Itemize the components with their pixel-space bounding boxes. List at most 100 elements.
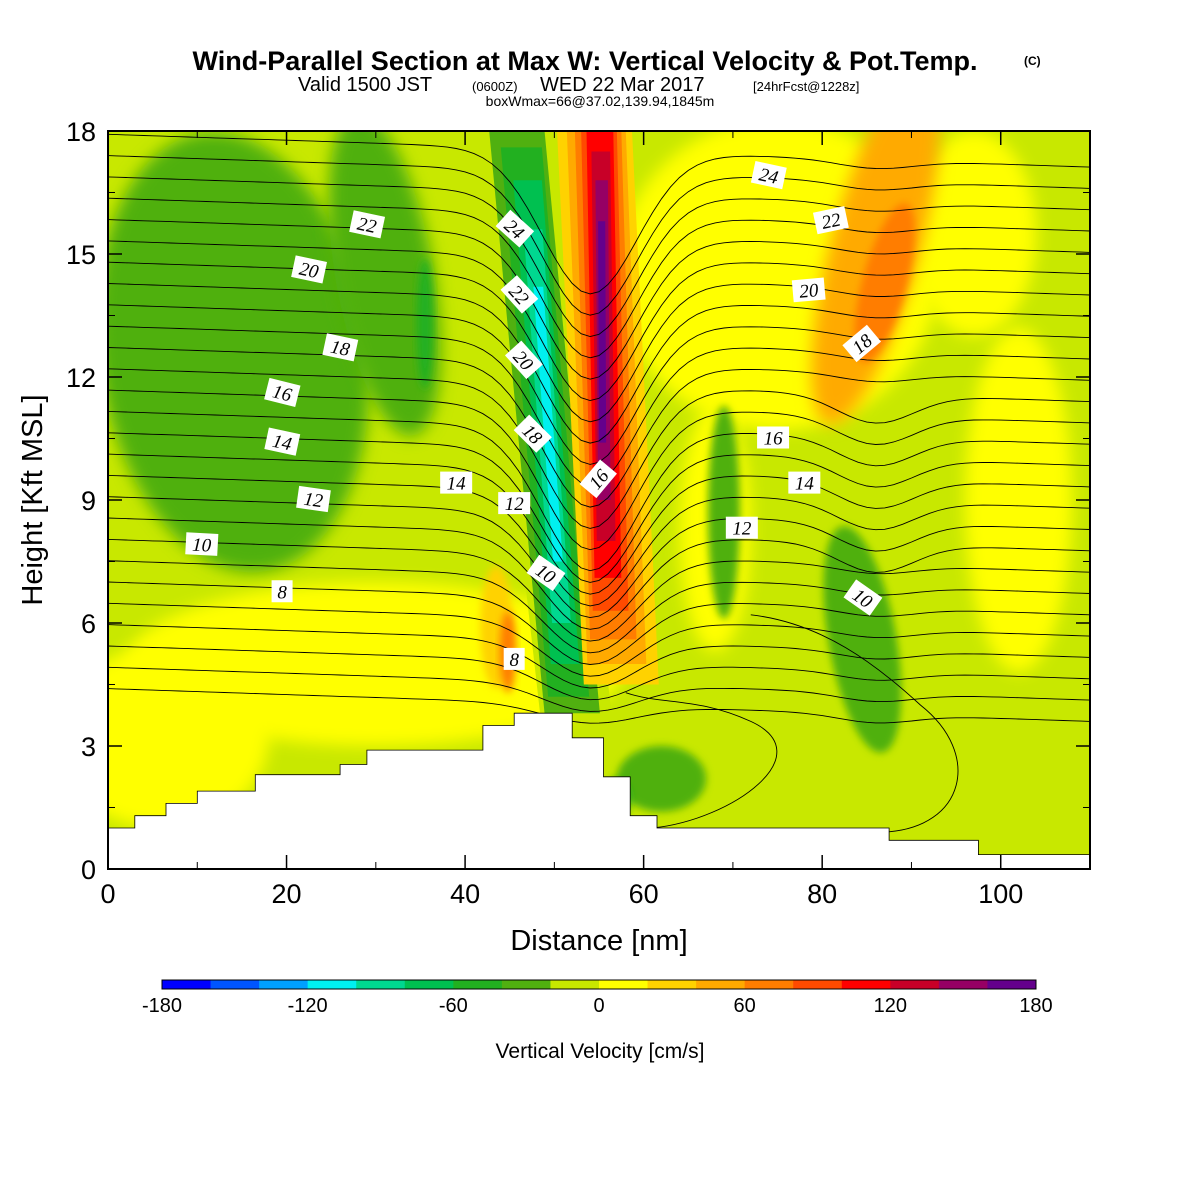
contour-label-box xyxy=(296,485,331,513)
plot-area: 2422201816141210822201816141210824222018… xyxy=(108,131,1090,869)
theta-contour-label: 24 xyxy=(750,161,787,190)
y-tick-label: 6 xyxy=(81,609,96,639)
theta-contour-line xyxy=(108,496,1090,619)
colorbar-tick-label: -120 xyxy=(288,995,328,1017)
theta-contour-label: 14 xyxy=(264,427,301,456)
contour-label-box xyxy=(579,459,617,499)
theta-contour-line xyxy=(108,176,1090,337)
theta-contour-label: 14 xyxy=(440,471,473,495)
theta-contour-line xyxy=(108,453,1090,595)
contour-label-text: 24 xyxy=(757,164,780,189)
theta-contour-label: 18 xyxy=(322,333,359,362)
theta-contour-label: 12 xyxy=(296,485,331,513)
theta-contour-line xyxy=(108,133,1090,295)
x-tick-label: 60 xyxy=(629,879,659,909)
contour-label-box xyxy=(812,206,849,235)
colorbar-frame xyxy=(161,979,1037,990)
w-zone xyxy=(823,526,902,753)
contour-label-text: 20 xyxy=(798,280,819,303)
contour-label-text: 20 xyxy=(297,259,320,284)
x-tick-label: 0 xyxy=(100,879,115,909)
contour-label-box xyxy=(503,647,525,670)
colorbar-swatch xyxy=(647,980,697,989)
theta-contour-labels: 2422201816141210822201816141210824222018… xyxy=(185,161,883,671)
contour-label-box xyxy=(504,340,543,380)
title-block: Wind-Parallel Section at Max W: Vertical… xyxy=(193,46,1041,109)
colorbar-swatch xyxy=(938,980,988,989)
colorbar-tick-label: -180 xyxy=(142,995,182,1017)
theta-contour-line xyxy=(108,261,1090,423)
y-tick-label: 15 xyxy=(66,240,96,270)
contour-label-text: 22 xyxy=(820,209,843,234)
y-tick-label: 0 xyxy=(81,855,96,885)
theta-contour-line xyxy=(108,560,1090,654)
theta-contour-line xyxy=(108,666,1090,712)
colorbar-swatch xyxy=(599,980,649,989)
contour-label-text: 14 xyxy=(795,474,815,495)
contour-label-box xyxy=(291,255,328,284)
x-tick-label: 20 xyxy=(272,879,302,909)
contour-label-box xyxy=(498,492,531,515)
contour-label-text: 18 xyxy=(329,337,352,362)
theta-contour-line xyxy=(108,474,1090,607)
contour-label-box xyxy=(842,324,882,363)
contour-label-text: 14 xyxy=(271,431,294,456)
contour-label-box xyxy=(495,209,535,248)
theta-contour-line xyxy=(108,283,1090,444)
contour-label-box xyxy=(500,275,539,314)
valid-time-date: WED 22 Mar 2017 xyxy=(540,74,705,96)
theta-contour-label: 16 xyxy=(757,426,790,450)
colorbar xyxy=(161,979,1037,990)
w-zone xyxy=(616,746,707,812)
contour-label-box xyxy=(349,210,386,239)
colorbar-title: Vertical Velocity [cm/s] xyxy=(496,1040,705,1063)
theta-contour-label: 14 xyxy=(788,471,821,495)
contour-label-box xyxy=(185,532,219,556)
contour-label-box xyxy=(791,277,826,303)
theta-contour-line xyxy=(108,219,1090,380)
colorbar-swatch xyxy=(259,980,309,989)
colorbar-swatch xyxy=(356,980,406,989)
terrain-profile xyxy=(108,712,1090,869)
colorbar-swatch xyxy=(696,980,746,989)
y-tick-label: 3 xyxy=(81,732,96,762)
box-wmax-info: boxWmax=66@37.02,139.94,1845m xyxy=(486,93,715,109)
colorbar-swatch xyxy=(404,980,454,989)
contour-label-box xyxy=(843,579,883,616)
colorbar-swatch xyxy=(841,980,891,989)
contour-label-box xyxy=(750,161,787,190)
colorbar-swatch xyxy=(987,980,1037,989)
theta-contour-line xyxy=(625,692,778,829)
w-zone xyxy=(416,258,433,390)
theta-contour-line xyxy=(108,197,1090,359)
contour-label-text: 10 xyxy=(192,535,213,557)
contour-label-box xyxy=(526,554,566,592)
contour-label-text: 22 xyxy=(355,214,378,239)
contour-label-box xyxy=(513,414,552,453)
colorbar-tick-label: 60 xyxy=(734,995,756,1017)
theta-contour-line xyxy=(108,240,1090,401)
colorbar-tick-labels: -180 -120 -60 0 60 120 180 xyxy=(142,995,1053,1017)
y-axis-title: Height [Kft MSL] xyxy=(17,394,49,605)
x-tick-label: 100 xyxy=(978,879,1023,909)
colorbar-swatch xyxy=(162,980,212,989)
colorbar-swatch xyxy=(744,980,794,989)
valid-time-prefix: Valid 1500 JST xyxy=(298,74,432,96)
contour-label-text: 8 xyxy=(277,582,287,603)
chart-title: Wind-Parallel Section at Max W: Vertical… xyxy=(193,46,978,76)
contour-label-box xyxy=(264,377,301,407)
x-tick-label: 80 xyxy=(807,879,837,909)
colorbar-tick-label: 0 xyxy=(593,995,604,1017)
colorbar-swatch xyxy=(453,980,503,989)
theta-contour-line xyxy=(108,645,1090,701)
theta-contour-label: 22 xyxy=(812,206,849,235)
contour-label-box xyxy=(788,471,821,494)
theta-contour-label: 12 xyxy=(725,516,758,540)
contour-label-box xyxy=(440,471,473,494)
theta-contour-line xyxy=(108,538,1090,642)
contour-label-text: 12 xyxy=(732,519,752,540)
y-tick-label: 9 xyxy=(81,486,96,516)
colorbar-swatch xyxy=(501,980,551,989)
theta-contour-label: 20 xyxy=(291,255,328,284)
